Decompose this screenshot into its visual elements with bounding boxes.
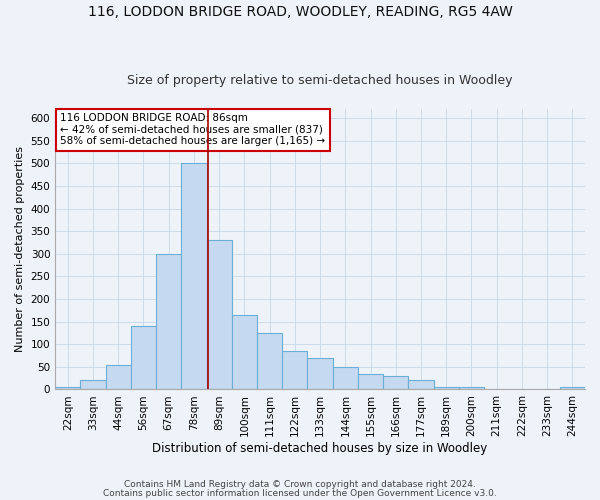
- Bar: [358, 374, 383, 390]
- Bar: [55, 387, 80, 390]
- Text: 116, LODDON BRIDGE ROAD, WOODLEY, READING, RG5 4AW: 116, LODDON BRIDGE ROAD, WOODLEY, READIN…: [88, 5, 512, 19]
- Text: Contains HM Land Registry data © Crown copyright and database right 2024.: Contains HM Land Registry data © Crown c…: [124, 480, 476, 489]
- Bar: [459, 387, 484, 390]
- Bar: [332, 367, 358, 390]
- Bar: [383, 376, 409, 390]
- Bar: [409, 380, 434, 390]
- X-axis label: Distribution of semi-detached houses by size in Woodley: Distribution of semi-detached houses by …: [152, 442, 488, 455]
- Bar: [156, 254, 181, 390]
- Bar: [80, 380, 106, 390]
- Bar: [181, 164, 206, 390]
- Y-axis label: Number of semi-detached properties: Number of semi-detached properties: [15, 146, 25, 352]
- Bar: [434, 387, 459, 390]
- Bar: [257, 333, 282, 390]
- Bar: [232, 315, 257, 390]
- Text: 116 LODDON BRIDGE ROAD: 86sqm
← 42% of semi-detached houses are smaller (837)
58: 116 LODDON BRIDGE ROAD: 86sqm ← 42% of s…: [61, 113, 326, 146]
- Text: Contains public sector information licensed under the Open Government Licence v3: Contains public sector information licen…: [103, 489, 497, 498]
- Bar: [307, 358, 332, 390]
- Bar: [560, 387, 585, 390]
- Bar: [282, 351, 307, 390]
- Bar: [106, 364, 131, 390]
- Title: Size of property relative to semi-detached houses in Woodley: Size of property relative to semi-detach…: [127, 74, 513, 87]
- Bar: [131, 326, 156, 390]
- Bar: [206, 240, 232, 390]
